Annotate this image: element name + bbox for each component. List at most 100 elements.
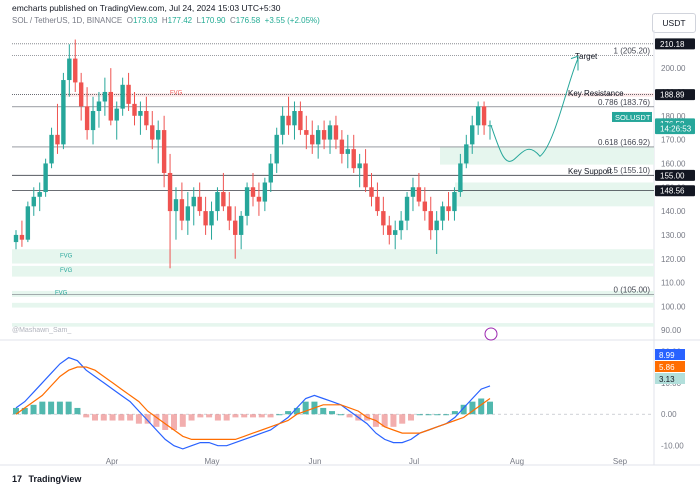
candle-body [475, 106, 481, 126]
macd-histogram-bar [408, 414, 414, 421]
candle-body [132, 103, 137, 116]
candle-body [458, 163, 463, 193]
candle-body [43, 163, 48, 193]
macd-histogram-bar [206, 414, 213, 418]
open-label: O [126, 16, 133, 25]
annotation-fvg: FVG [60, 268, 73, 274]
macd-histogram-bar [232, 414, 239, 418]
candle-body [404, 196, 410, 221]
candle-body [398, 220, 404, 231]
candle-body [363, 163, 368, 188]
candle-body [274, 134, 279, 164]
macd-histogram-bar [293, 407, 300, 415]
candle-body [381, 211, 386, 226]
macd-line [15, 356, 491, 450]
symbol-info: SOL / TetherUS, 1D, BINANCE O173.03 H177… [12, 16, 320, 25]
price-tick-label: 90.00 [661, 326, 682, 335]
candle-body [440, 206, 445, 221]
macd-value-label: 3.13 [659, 375, 675, 384]
candle-body [179, 199, 185, 221]
low-label: L [196, 16, 202, 25]
currency-button[interactable]: USDT [652, 13, 696, 33]
time-tick-label: Aug [510, 457, 524, 466]
macd-histogram-bar [381, 414, 388, 427]
time-tick-label: Jul [409, 457, 419, 466]
price-tick-label: 100.00 [661, 302, 686, 311]
macd-histogram-bar [92, 414, 98, 421]
candle-body [315, 130, 321, 145]
macd-histogram-bar [30, 404, 37, 415]
macd-value-box [655, 361, 685, 372]
time-tick-label: May [204, 457, 219, 466]
candle-body [61, 80, 66, 145]
price-tick-label: 180.00 [661, 112, 686, 121]
candle-body [250, 187, 256, 197]
candle-body [487, 125, 493, 127]
candle-body [428, 211, 433, 231]
macd-histogram-bar [460, 404, 467, 415]
tradingview-footer: 17 TradingView [12, 474, 81, 484]
price-tick-label: 170.00 [661, 136, 686, 145]
price-label-text: 188.89 [660, 91, 685, 100]
lightning-icon [484, 327, 498, 341]
candle-body [150, 125, 155, 140]
macd-histogram-bar [214, 414, 221, 421]
candle-body [67, 58, 72, 81]
high-value: 177.42 [167, 16, 193, 25]
candle-body [464, 144, 469, 164]
price-label-box [655, 38, 695, 50]
macd-histogram-bar [285, 411, 292, 415]
price-label-text: 148.56 [660, 187, 685, 196]
macd-histogram-bar [267, 414, 274, 418]
candle-body [333, 125, 339, 140]
change-value: +3.55 (+2.05%) [264, 16, 320, 25]
candle-body [262, 182, 268, 202]
macd-histogram-bar [337, 414, 344, 416]
macd-histogram-bar [127, 414, 134, 421]
candle-body [304, 130, 309, 135]
candle-body [161, 130, 167, 173]
candle-body [108, 91, 113, 121]
candle-body [55, 134, 60, 145]
candle-body [268, 163, 273, 183]
macd-histogram-bar [118, 414, 125, 421]
price-tick-label: 120.00 [661, 255, 686, 264]
candle-body [13, 234, 19, 243]
price-tick-label: 200.00 [661, 64, 686, 73]
candle-body [321, 130, 327, 140]
candle-body [215, 192, 220, 212]
macd-histogram-bar [416, 414, 423, 416]
macd-histogram-bar [346, 414, 353, 418]
candle-body [73, 58, 78, 83]
projection-path [490, 58, 579, 162]
zone-band [455, 182, 654, 202]
macd-histogram-bar [56, 401, 63, 415]
price-tick-label: 140.00 [661, 207, 686, 216]
macd-value-box [655, 349, 685, 360]
candle-body [19, 234, 25, 240]
zone-band [440, 146, 654, 165]
candle-body [144, 111, 149, 126]
candle-body [227, 206, 232, 221]
candle-body [114, 108, 119, 121]
macd-histogram-bar [171, 414, 177, 430]
macd-histogram-bar [434, 414, 441, 416]
annotation-key-resistance: Key Resistance [568, 89, 624, 98]
candle-body [416, 187, 422, 202]
candle-body [422, 201, 428, 212]
candle-body [298, 111, 303, 131]
annotation-fvg: FVG [55, 290, 68, 296]
macd-histogram-bar [21, 407, 28, 415]
symbol-name: SOL / TetherUS, 1D, BINANCE [12, 16, 123, 25]
candle-body [49, 134, 54, 164]
macd-histogram-bar [188, 414, 195, 421]
annotation-key-support: Key Support [568, 167, 613, 176]
macd-value-label: 5.86 [659, 363, 675, 372]
zone-band [12, 290, 654, 297]
macd-histogram-bar [162, 414, 169, 430]
candle-body [31, 196, 36, 207]
candle-body [138, 111, 143, 116]
candle-body [244, 187, 250, 216]
price-label-text: 14:26:53 [660, 125, 692, 134]
